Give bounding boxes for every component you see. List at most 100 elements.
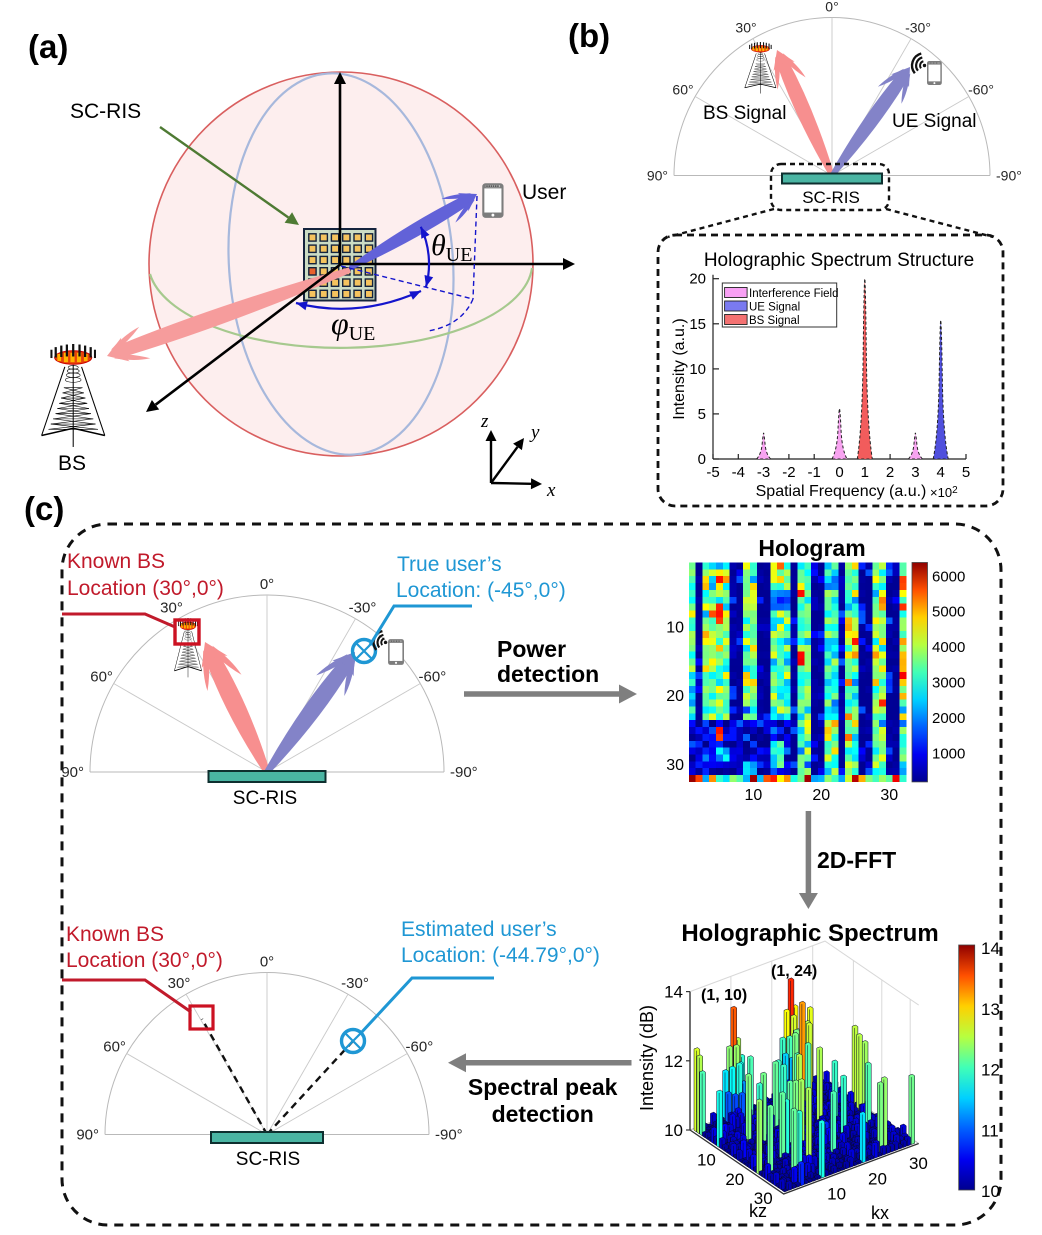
svg-text:Location (30°,0°): Location (30°,0°) bbox=[67, 577, 224, 600]
svg-text:30°: 30° bbox=[160, 600, 183, 617]
svg-text:(a): (a) bbox=[28, 28, 68, 65]
svg-text:5: 5 bbox=[698, 406, 706, 423]
svg-text:0°: 0° bbox=[825, 0, 838, 15]
svg-text:11: 11 bbox=[981, 1121, 999, 1140]
svg-text:x: x bbox=[546, 480, 556, 501]
svg-text:15: 15 bbox=[689, 316, 706, 333]
svg-text:Known BS: Known BS bbox=[67, 550, 165, 573]
svg-text:4000: 4000 bbox=[932, 639, 965, 656]
svg-text:z: z bbox=[480, 411, 489, 432]
svg-text:kx: kx bbox=[871, 1203, 889, 1223]
svg-text:Location (30°,0°): Location (30°,0°) bbox=[66, 949, 223, 972]
svg-text:-30°: -30° bbox=[905, 20, 931, 36]
svg-text:3000: 3000 bbox=[932, 675, 965, 692]
svg-text:BS Signal: BS Signal bbox=[703, 103, 786, 124]
svg-text:12: 12 bbox=[981, 1061, 1000, 1080]
svg-text:Intensity (dB): Intensity (dB) bbox=[637, 1005, 657, 1111]
svg-text:detection: detection bbox=[492, 1101, 594, 1127]
svg-text:-30°: -30° bbox=[349, 600, 377, 617]
svg-text:Intensity (a.u.): Intensity (a.u.) bbox=[671, 318, 688, 419]
svg-text:13: 13 bbox=[981, 1000, 1000, 1019]
svg-text:14: 14 bbox=[981, 939, 1000, 958]
svg-text:Location: (-44.79°,0°): Location: (-44.79°,0°) bbox=[401, 944, 600, 967]
svg-text:-2: -2 bbox=[782, 464, 795, 481]
svg-text:Holographic Spectrum Structure: Holographic Spectrum Structure bbox=[704, 250, 974, 271]
svg-text:3: 3 bbox=[911, 464, 919, 481]
svg-text:-3: -3 bbox=[757, 464, 770, 481]
svg-text:90°: 90° bbox=[647, 168, 668, 184]
svg-text:Spatial Frequency (a.u.): Spatial Frequency (a.u.) bbox=[756, 483, 927, 500]
svg-text:User: User bbox=[522, 181, 566, 204]
svg-text:-90°: -90° bbox=[450, 764, 478, 781]
svg-text:20: 20 bbox=[812, 787, 830, 804]
svg-text:UE Signal: UE Signal bbox=[892, 111, 977, 132]
svg-text:(1, 10): (1, 10) bbox=[701, 987, 747, 1004]
svg-text:12: 12 bbox=[664, 1052, 683, 1071]
svg-text:20: 20 bbox=[689, 271, 706, 288]
svg-text:y: y bbox=[529, 422, 540, 443]
svg-text:0: 0 bbox=[698, 451, 706, 468]
svg-text:5000: 5000 bbox=[932, 604, 965, 621]
svg-text:SC-RIS: SC-RIS bbox=[802, 188, 860, 207]
svg-text:60°: 60° bbox=[672, 82, 693, 98]
svg-text:6000: 6000 bbox=[932, 568, 965, 585]
svg-text:Estimated user’s: Estimated user’s bbox=[401, 918, 557, 941]
svg-text:5: 5 bbox=[962, 464, 970, 481]
svg-text:-90°: -90° bbox=[996, 168, 1022, 184]
svg-text:-30°: -30° bbox=[341, 975, 369, 992]
svg-text:-1: -1 bbox=[808, 464, 821, 481]
svg-text:-60°: -60° bbox=[406, 1039, 434, 1056]
svg-text:-60°: -60° bbox=[419, 669, 447, 686]
svg-text:Spectral peak: Spectral peak bbox=[468, 1074, 618, 1100]
svg-text:30: 30 bbox=[880, 787, 898, 804]
svg-text:kz: kz bbox=[749, 1201, 767, 1221]
svg-text:10: 10 bbox=[664, 1121, 683, 1140]
svg-text:90°: 90° bbox=[61, 764, 84, 781]
svg-text:10: 10 bbox=[689, 361, 706, 378]
svg-text:-5: -5 bbox=[706, 464, 719, 481]
svg-text:0°: 0° bbox=[260, 954, 274, 971]
svg-text:detection: detection bbox=[497, 661, 599, 687]
svg-text:30: 30 bbox=[754, 1189, 773, 1208]
svg-text:60°: 60° bbox=[103, 1039, 126, 1056]
svg-text:0°: 0° bbox=[260, 576, 274, 593]
svg-text:(b): (b) bbox=[568, 17, 610, 54]
svg-text:-4: -4 bbox=[732, 464, 745, 481]
svg-text:1000: 1000 bbox=[932, 745, 965, 762]
svg-text:SC-RIS: SC-RIS bbox=[233, 788, 297, 809]
svg-text:Power: Power bbox=[497, 636, 566, 662]
svg-text:(c): (c) bbox=[24, 490, 64, 527]
svg-text:14: 14 bbox=[664, 983, 683, 1002]
svg-text:30: 30 bbox=[909, 1154, 928, 1173]
svg-text:Known BS: Known BS bbox=[66, 923, 164, 946]
svg-text:-60°: -60° bbox=[968, 82, 994, 98]
svg-text:×102: ×102 bbox=[930, 485, 958, 500]
svg-text:90°: 90° bbox=[76, 1127, 99, 1144]
svg-text:2: 2 bbox=[886, 464, 894, 481]
svg-text:20: 20 bbox=[666, 688, 684, 705]
svg-text:Interference Field: Interference Field bbox=[749, 288, 839, 300]
svg-text:10: 10 bbox=[981, 1182, 1000, 1201]
svg-text:30: 30 bbox=[666, 757, 684, 774]
svg-text:BS Signal: BS Signal bbox=[749, 315, 800, 327]
svg-text:Location: (-45°,0°): Location: (-45°,0°) bbox=[396, 579, 566, 602]
svg-text:10: 10 bbox=[745, 787, 763, 804]
svg-text:1: 1 bbox=[861, 464, 869, 481]
svg-text:True user’s: True user’s bbox=[397, 553, 502, 576]
svg-text:2D-FFT: 2D-FFT bbox=[817, 847, 896, 873]
svg-text:30°: 30° bbox=[735, 20, 756, 36]
svg-text:20: 20 bbox=[868, 1169, 887, 1188]
svg-text:Holographic Spectrum: Holographic Spectrum bbox=[681, 920, 938, 947]
svg-text:-90°: -90° bbox=[435, 1127, 463, 1144]
svg-text:SC-RIS: SC-RIS bbox=[70, 100, 141, 123]
svg-text:(1, 24): (1, 24) bbox=[771, 963, 817, 980]
svg-text:20: 20 bbox=[725, 1170, 744, 1189]
svg-text:0: 0 bbox=[835, 464, 843, 481]
svg-text:4: 4 bbox=[937, 464, 945, 481]
svg-text:10: 10 bbox=[666, 620, 684, 637]
svg-text:10: 10 bbox=[827, 1185, 846, 1204]
svg-text:UE Signal: UE Signal bbox=[749, 302, 800, 314]
svg-text:2000: 2000 bbox=[932, 710, 965, 727]
svg-text:BS: BS bbox=[58, 452, 86, 475]
svg-text:10: 10 bbox=[697, 1150, 716, 1169]
